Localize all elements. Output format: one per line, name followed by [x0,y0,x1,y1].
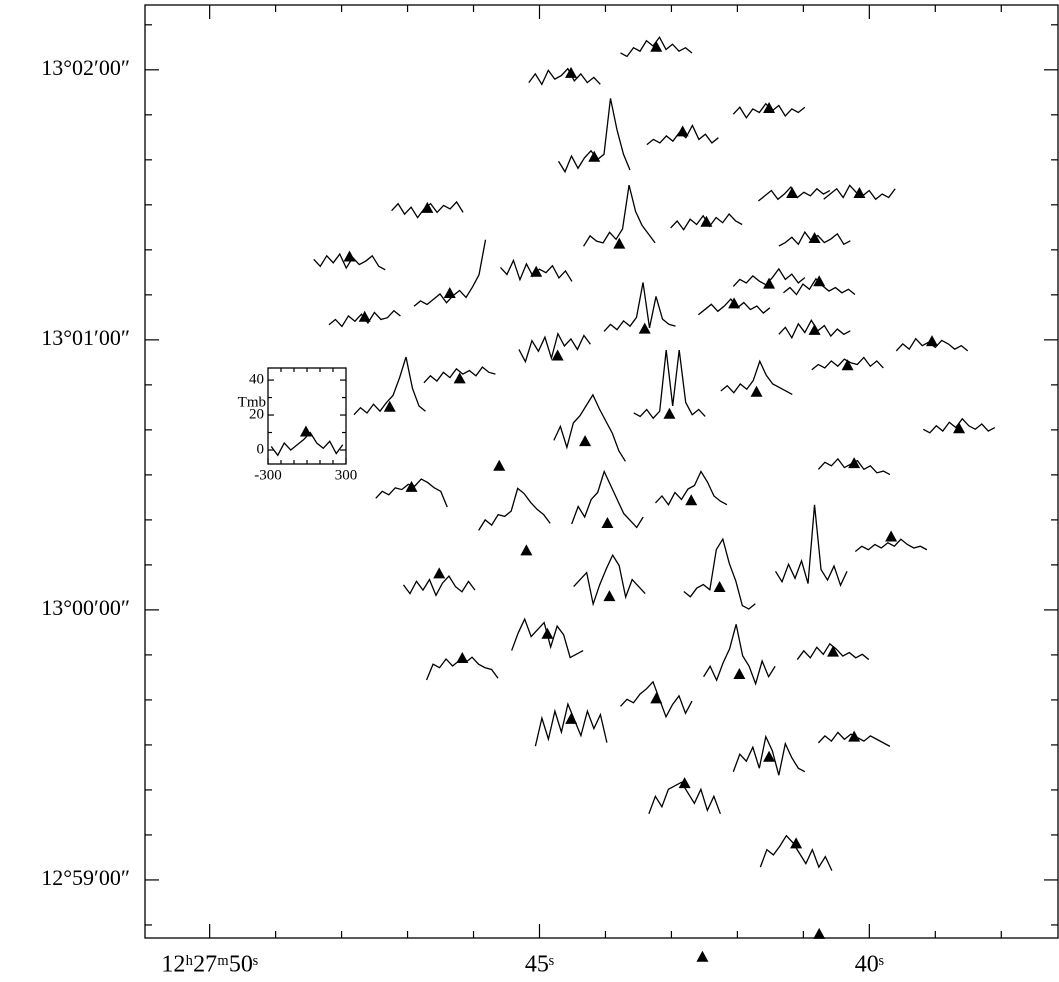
spectrum [571,469,644,529]
inset-x-tick-label: -300 [254,467,282,483]
velocity-marker [733,668,746,680]
spectrum [413,239,487,307]
spectrum [854,538,928,552]
velocity-marker [530,265,543,277]
spectrum [553,393,626,462]
x-tick-label: 45ˢ [525,952,554,978]
velocity-marker [808,323,821,335]
spectrum [423,366,496,384]
velocity-marker [685,494,698,506]
velocity-marker [453,372,466,384]
velocity-marker [565,712,578,724]
plot-frame [144,4,1059,939]
velocity-marker [848,730,861,742]
velocity-marker [433,567,446,579]
velocity-marker [421,201,434,213]
spectrum [353,356,426,416]
velocity-marker [588,150,601,162]
spectrum [534,702,608,747]
inset-y-tick-label: 20 [249,406,264,422]
velocity-marker [601,516,614,528]
spectrum [518,331,591,364]
velocity-marker [750,385,763,397]
velocity-marker [841,359,854,371]
spectrum [603,282,676,332]
spectrum [402,575,476,597]
velocity-marker [763,277,776,289]
spectrum [313,252,386,271]
spectrum [732,734,806,776]
y-tick-label: 13°00′00″ [41,595,130,620]
spectrum [583,184,656,247]
inset-x-tick-label: 300 [335,467,358,483]
velocity-marker [663,407,676,419]
velocity-marker [885,530,898,542]
velocity-marker [405,480,418,492]
velocity-marker [520,544,533,556]
velocity-marker [926,335,939,347]
velocity-marker [650,40,663,52]
velocity-marker [700,215,713,227]
x-tick-label: 12ʰ27ᵐ50ˢ [161,952,258,978]
velocity-marker [808,232,821,244]
velocity-marker [613,237,626,249]
spectrum [654,470,728,506]
y-tick-label: 13°02′00″ [41,55,130,80]
spectrum [620,680,693,719]
spectrum [528,67,601,86]
velocity-marker [763,101,776,113]
spectrum [703,624,776,686]
velocity-marker [358,310,371,322]
velocity-marker [456,651,469,663]
velocity-marker [790,837,803,849]
spectrum [683,537,756,610]
velocity-marker [579,435,592,447]
spectrum [774,504,848,588]
velocity-marker [541,627,554,639]
velocity-marker [763,750,776,762]
velocity-marker [638,322,651,334]
velocity-marker [713,581,726,593]
y-tick-label: 13°01′00″ [41,325,130,350]
inset-y-tick-label: 0 [257,441,265,457]
velocity-marker [827,645,840,657]
position-marker [696,950,709,962]
velocity-marker [343,250,356,262]
velocity-marker [551,349,564,361]
velocity-marker [678,777,691,789]
y-tick-label: 12°59′00″ [41,865,130,890]
x-tick-label: 40ˢ [855,952,884,978]
spectrum [573,553,646,607]
spectrum [478,487,551,531]
velocity-marker [953,422,966,434]
velocity-marker [853,187,866,199]
inset-y-tick-label: 40 [249,372,264,388]
velocity-marker [565,66,578,78]
velocity-marker [650,692,663,704]
position-marker [813,927,826,939]
inset-y-label: Tmb [238,394,266,410]
spectrum [633,349,706,420]
inset-marker [299,425,312,437]
velocity-marker [676,125,689,137]
velocity-marker [848,457,861,469]
velocity-marker [603,590,616,602]
velocity-marker [786,187,799,199]
velocity-marker [728,297,741,309]
spectrum [720,359,793,396]
velocity-marker [443,286,456,298]
velocity-marker [383,400,396,412]
velocity-marker [813,275,826,287]
position-marker [493,459,506,471]
